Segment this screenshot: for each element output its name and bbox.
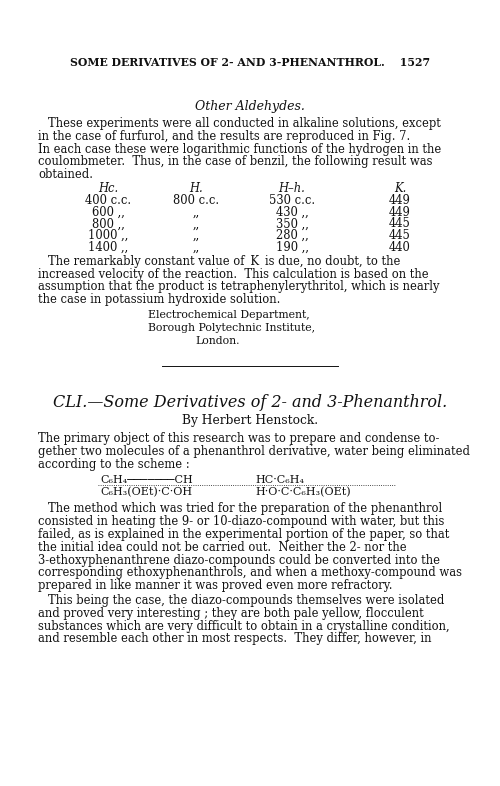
Text: 449: 449 — [389, 194, 411, 207]
Text: and proved very interesting ; they are both pale yellow, flocculent: and proved very interesting ; they are b… — [38, 607, 424, 620]
Text: substances which are very difficult to obtain in a crystalline condition,: substances which are very difficult to o… — [38, 619, 450, 633]
Text: SOME DERIVATIVES OF 2- AND 3-PHENANTHROL.    1527: SOME DERIVATIVES OF 2- AND 3-PHENANTHROL… — [70, 57, 430, 68]
Text: 190 ,,: 190 ,, — [276, 241, 308, 254]
Text: 350 ,,: 350 ,, — [276, 218, 308, 230]
Text: K.: K. — [394, 182, 406, 195]
Text: increased velocity of the reaction.  This calculation is based on the: increased velocity of the reaction. This… — [38, 267, 428, 281]
Text: gether two molecules of a phenanthrol derivative, water being eliminated: gether two molecules of a phenanthrol de… — [38, 445, 470, 458]
Text: failed, as is explained in the experimental portion of the paper, so that: failed, as is explained in the experimen… — [38, 528, 450, 541]
Text: The method which was tried for the preparation of the phenanthrol: The method which was tried for the prepa… — [48, 502, 442, 516]
Text: ,,: ,, — [192, 206, 200, 219]
Text: The remarkably constant value of  K  is due, no doubt, to the: The remarkably constant value of K is du… — [48, 255, 401, 268]
Text: HC·C₆H₄: HC·C₆H₄ — [255, 475, 304, 485]
Text: 600 ,,: 600 ,, — [92, 206, 124, 219]
Text: 449: 449 — [389, 206, 411, 219]
Text: ,,: ,, — [192, 230, 200, 242]
Text: Borough Polytechnic Institute,: Borough Polytechnic Institute, — [148, 323, 315, 332]
Text: H·O·C·C₆H₃(OEt): H·O·C·C₆H₃(OEt) — [255, 487, 350, 497]
Text: 3-ethoxyphenanthrene diazo-compounds could be converted into the: 3-ethoxyphenanthrene diazo-compounds cou… — [38, 553, 440, 567]
Text: 800 ,,: 800 ,, — [92, 218, 124, 230]
Text: 440: 440 — [389, 241, 411, 254]
Text: By Herbert Henstock.: By Herbert Henstock. — [182, 414, 318, 428]
Text: H–h.: H–h. — [278, 182, 305, 195]
Text: C₆H₄───────CH: C₆H₄───────CH — [100, 475, 193, 485]
Text: In each case these were logarithmic functions of the hydrogen in the: In each case these were logarithmic func… — [38, 142, 442, 156]
Text: the case in potassium hydroxide solution.: the case in potassium hydroxide solution… — [38, 293, 280, 307]
Text: obtained.: obtained. — [38, 168, 93, 182]
Text: according to the scheme :: according to the scheme : — [38, 458, 190, 471]
Text: London.: London. — [195, 336, 240, 346]
Text: CLI.—Some Derivatives of 2- and 3-Phenanthrol.: CLI.—Some Derivatives of 2- and 3-Phenan… — [53, 395, 447, 411]
Text: 445: 445 — [389, 218, 411, 230]
Text: consisted in heating the 9- or 10-diazo-compound with water, but this: consisted in heating the 9- or 10-diazo-… — [38, 515, 444, 528]
Text: corresponding ethoxyphenanthrols, and when a methoxy-compound was: corresponding ethoxyphenanthrols, and wh… — [38, 567, 462, 579]
Text: 800 c.c.: 800 c.c. — [173, 194, 219, 207]
Text: 1400 ,,: 1400 ,, — [88, 241, 128, 254]
Text: The primary object of this research was to prepare and condense to-: The primary object of this research was … — [38, 432, 440, 446]
Text: Hc.: Hc. — [98, 182, 118, 195]
Text: assumption that the product is tetraphenylerythritol, which is nearly: assumption that the product is tetraphen… — [38, 281, 440, 293]
Text: ,,: ,, — [192, 218, 200, 230]
Text: the initial idea could not be carried out.  Neither the 2- nor the: the initial idea could not be carried ou… — [38, 541, 406, 554]
Text: prepared in like manner it was proved even more refractory.: prepared in like manner it was proved ev… — [38, 579, 393, 592]
Text: in the case of furfurol, and the results are reproduced in Fig. 7.: in the case of furfurol, and the results… — [38, 130, 410, 143]
Text: coulombmeter.  Thus, in the case of benzil, the following result was: coulombmeter. Thus, in the case of benzi… — [38, 156, 432, 168]
Text: 530 c.c.: 530 c.c. — [269, 194, 315, 207]
Text: C₆H₃(OEt)·C·OH: C₆H₃(OEt)·C·OH — [100, 487, 192, 497]
Text: and resemble each other in most respects.  They differ, however, in: and resemble each other in most respects… — [38, 633, 432, 645]
Text: H.: H. — [189, 182, 203, 195]
Text: Electrochemical Department,: Electrochemical Department, — [148, 310, 310, 320]
Text: 445: 445 — [389, 230, 411, 242]
Text: These experiments were all conducted in alkaline solutions, except: These experiments were all conducted in … — [48, 117, 441, 130]
Text: 430 ,,: 430 ,, — [276, 206, 308, 219]
Text: 400 c.c.: 400 c.c. — [85, 194, 131, 207]
Text: Other Aldehydes.: Other Aldehydes. — [195, 100, 305, 113]
Text: ,,: ,, — [192, 241, 200, 254]
Text: 280 ,,: 280 ,, — [276, 230, 308, 242]
Text: This being the case, the diazo-compounds themselves were isolated: This being the case, the diazo-compounds… — [48, 594, 444, 607]
Text: 1000 ,,: 1000 ,, — [88, 230, 128, 242]
